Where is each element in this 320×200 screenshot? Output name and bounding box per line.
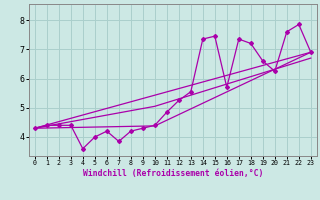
X-axis label: Windchill (Refroidissement éolien,°C): Windchill (Refroidissement éolien,°C) — [83, 169, 263, 178]
